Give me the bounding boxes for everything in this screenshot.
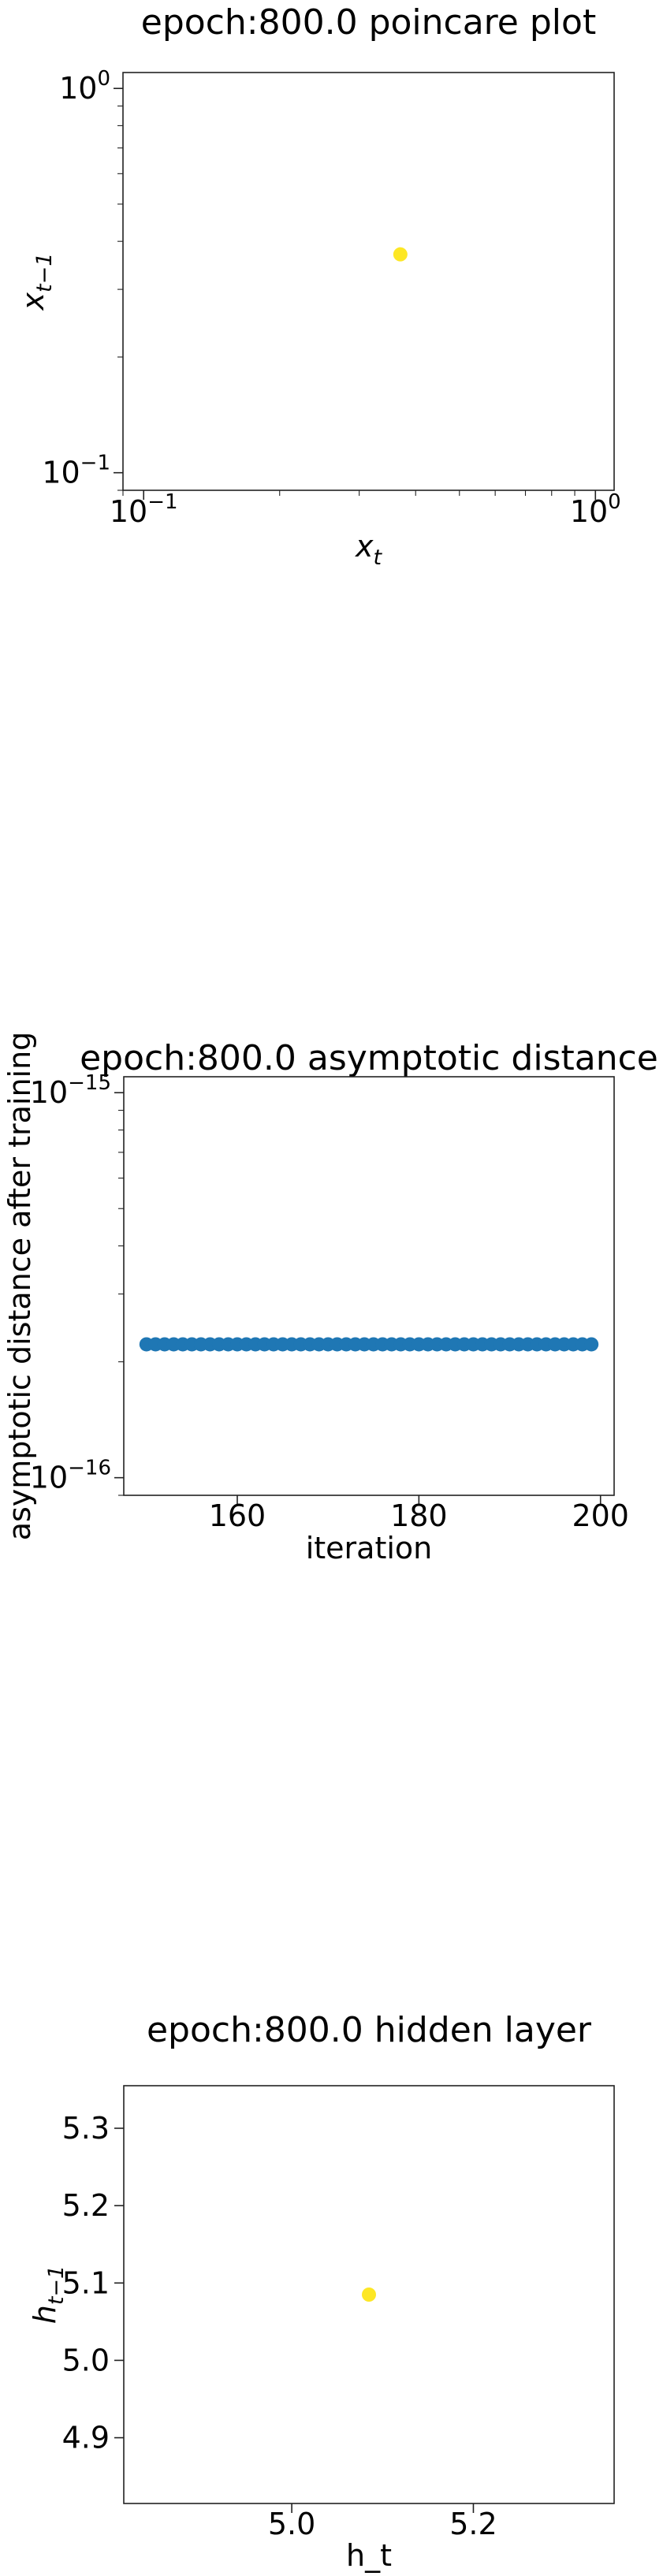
axes-frame: [122, 72, 615, 491]
chart-title: epoch:800.0 hidden layer: [147, 2010, 592, 2050]
x-tick-label: 200: [572, 1498, 629, 1533]
y-tick-label-base: 10: [30, 1461, 68, 1495]
y-tick-label-base: 10: [42, 456, 80, 490]
y-tick-label-base: 10: [30, 1075, 68, 1110]
y-tick-label-exp: −16: [68, 1457, 111, 1480]
chart-3: epoch:800.0 hidden layer 5.0 5.2 4.9 5.0 5.1 5…: [28, 2010, 615, 2573]
y-tick-label: 10−1: [42, 452, 110, 490]
y-axis-label: xt−1: [16, 253, 57, 311]
y-tick-label: 4.9: [62, 2421, 110, 2455]
y-tick-label-exp: −1: [80, 452, 110, 475]
y-tick-label-exp: −15: [68, 1071, 111, 1095]
x-axis-label: xt: [355, 529, 383, 570]
x-axis-label-sub: t: [373, 545, 382, 570]
x-tick-label: 10−1: [110, 490, 178, 529]
x-tick-label: 160: [209, 1498, 266, 1533]
x-axis-label: iteration: [306, 1531, 433, 1565]
y-tick-label-exp: 0: [97, 67, 110, 91]
axes-frame: [123, 2085, 615, 2504]
y-axis-label: asymptotic distance after training: [2, 1032, 37, 1541]
chart-2: epoch:800.0 asymptotic distance 160 180 200…: [2, 1032, 658, 1565]
x-axis-label-main: x: [355, 529, 374, 564]
x-tick-label: 180: [390, 1498, 448, 1533]
data-point: [362, 2288, 376, 2302]
y-tick-label: 5.3: [62, 2111, 110, 2146]
x-tick-label: 5.2: [449, 2507, 497, 2541]
x-tick-label-exp: 0: [608, 490, 621, 514]
x-tick-label: 5.0: [268, 2507, 315, 2541]
y-tick-label: 5.1: [62, 2265, 110, 2300]
y-tick-label: 10−15: [30, 1071, 111, 1110]
y-axis-label-main: x: [16, 292, 50, 311]
chart-title: epoch:800.0 poincare plot: [141, 2, 596, 43]
y-tick-label-base: 10: [59, 71, 97, 106]
x-tick-label-base: 10: [110, 494, 147, 529]
chart-title: epoch:800.0 asymptotic distance: [80, 1038, 658, 1078]
y-axis-label-sub: t−1: [44, 2265, 69, 2305]
y-tick-label: 10−16: [30, 1457, 111, 1495]
data-point: [584, 1337, 599, 1352]
x-tick-label-base: 10: [570, 494, 608, 529]
y-axis-label: ht−1: [28, 2265, 69, 2324]
y-axis-label-sub: t−1: [32, 253, 57, 292]
axes-frame: [123, 1076, 615, 1496]
x-axis-label: h_t: [346, 2538, 392, 2573]
x-tick-label-exp: −1: [147, 490, 177, 514]
y-axis-label-main: h: [28, 2305, 62, 2324]
data-point: [393, 247, 408, 262]
x-tick-label: 100: [570, 490, 621, 529]
y-tick-label: 5.2: [62, 2188, 110, 2223]
y-tick-label: 5.0: [62, 2343, 110, 2377]
y-tick-label: 100: [59, 67, 110, 106]
